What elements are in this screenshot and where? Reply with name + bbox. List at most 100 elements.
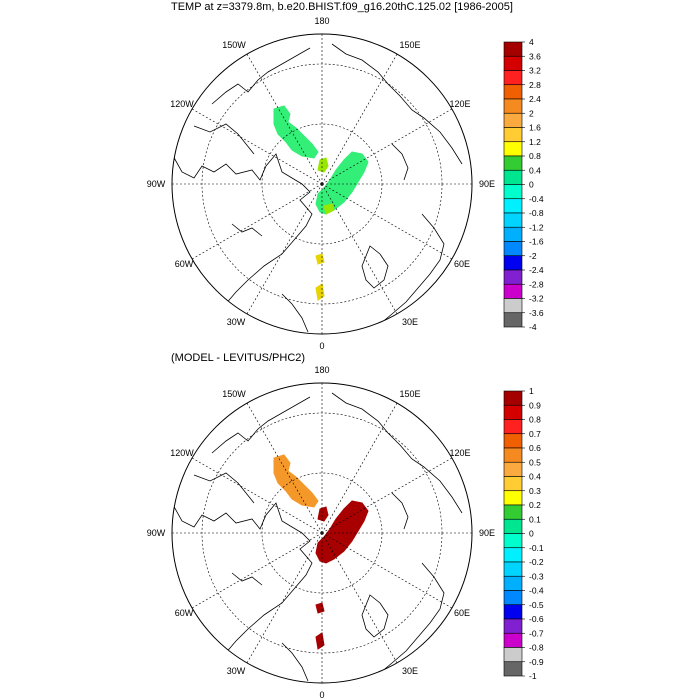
meridian-line xyxy=(321,457,453,534)
colorbar-swatch xyxy=(503,647,523,663)
coastline xyxy=(379,562,445,674)
meridian-line xyxy=(321,183,453,260)
colorbar-tick-label: 0.1 xyxy=(529,514,541,524)
coastline xyxy=(361,594,389,638)
longitude-label: 120W xyxy=(170,448,194,458)
polar-map-top: 180 150E 120E 90E 60E 30E 0 30W 60W 90W 120W 150W 4 3… xyxy=(147,16,544,350)
colorbar-tick-label: -0.2 xyxy=(529,557,544,567)
colorbar-swatch xyxy=(503,55,523,71)
colorbar-swatch xyxy=(503,533,523,549)
colorbar-swatch xyxy=(503,390,523,406)
longitude-label: 90E xyxy=(479,179,495,189)
colorbar-swatch xyxy=(503,84,523,100)
map-boundary xyxy=(171,33,473,335)
colorbar-swatch xyxy=(503,419,523,435)
coastline xyxy=(281,642,309,682)
coastline xyxy=(331,392,463,514)
colorbar-swatch xyxy=(503,70,523,86)
coastline xyxy=(281,293,309,333)
colorbar-tick-label: -0.6 xyxy=(529,614,544,624)
colorbar-swatch xyxy=(503,661,523,677)
blob-lomonosov-spot xyxy=(317,157,329,173)
colorbar-swatch xyxy=(503,504,523,520)
colorbar-swatch xyxy=(503,141,523,157)
latitude-circle xyxy=(261,472,383,594)
longitude-label: 30E xyxy=(402,317,418,327)
colorbar-swatch xyxy=(503,226,523,242)
colorbar-swatch xyxy=(503,561,523,577)
colorbar-swatch xyxy=(503,404,523,420)
colorbar-tick-label: 0.9 xyxy=(529,400,541,410)
coastline xyxy=(211,396,311,454)
longitude-label: 0 xyxy=(319,341,324,350)
coastline xyxy=(193,123,255,155)
colorbar-swatch xyxy=(503,155,523,171)
latitude-circle xyxy=(201,63,443,305)
panel-title-bottom: (MODEL - LEVITUS/PHC2) xyxy=(171,352,306,364)
colorbar-swatch xyxy=(503,255,523,271)
coastline xyxy=(193,472,255,504)
colorbar-tick-label: 0.2 xyxy=(529,500,541,510)
meridian-line xyxy=(321,532,453,609)
colorbar-tick-label: 3.2 xyxy=(529,66,541,76)
coastline xyxy=(211,47,311,105)
colorbar-tick-label: 2.4 xyxy=(529,94,541,104)
colorbar-swatch xyxy=(503,518,523,534)
colorbar-tick-label: 1 xyxy=(529,386,534,396)
colorbar-tick-label: -0.4 xyxy=(529,194,544,204)
longitude-label: 60E xyxy=(454,608,470,618)
meridian-line xyxy=(246,402,323,534)
coastline xyxy=(172,502,313,656)
meridian-line xyxy=(321,402,398,534)
blob-nordic-a xyxy=(315,253,325,265)
colorbar-swatch xyxy=(503,433,523,449)
longitude-label: 90W xyxy=(147,528,166,538)
coastline xyxy=(379,213,445,325)
colorbar-tick-label: -3.2 xyxy=(529,294,544,304)
meridian-line xyxy=(321,183,398,315)
colorbar-swatch xyxy=(503,298,523,314)
colorbar-swatch xyxy=(503,269,523,285)
longitude-label: 120W xyxy=(170,99,194,109)
coastline xyxy=(231,223,263,237)
colorbar-swatch xyxy=(503,590,523,606)
colorbar-swatch xyxy=(503,98,523,114)
colorbar-tick-label: 1.6 xyxy=(529,123,541,133)
blob-canada-basin xyxy=(273,105,319,159)
colorbar-swatch xyxy=(503,184,523,200)
colorbar-tick-label: -2.8 xyxy=(529,279,544,289)
polar-map-bottom: 180 150E 120E 90E 60E 30E 0 30W 60W 90W 120W 150W 1 0… xyxy=(147,365,544,700)
longitude-label: 150E xyxy=(399,389,420,399)
colorbar-tick-label: 0.4 xyxy=(529,165,541,175)
colorbar-swatch xyxy=(503,169,523,185)
map-boundary xyxy=(171,382,473,684)
colorbar-tick-label: -2.4 xyxy=(529,265,544,275)
colorbar-tick-label: -0.3 xyxy=(529,571,544,581)
colorbar-tick-label: 0.5 xyxy=(529,457,541,467)
longitude-label: 150W xyxy=(222,40,246,50)
meridian-line xyxy=(321,532,398,664)
colorbar-swatch xyxy=(503,618,523,634)
longitude-label: 150W xyxy=(222,389,246,399)
meridian-line xyxy=(321,108,453,185)
colorbar-swatch xyxy=(503,604,523,620)
colorbar-tick-label: -3.6 xyxy=(529,308,544,318)
meridian-line xyxy=(321,53,398,185)
longitude-label: 30W xyxy=(227,666,246,676)
colorbar-tick-label: -2 xyxy=(529,251,537,261)
blob-nordic-b xyxy=(315,283,325,301)
colorbar-tick-label: -0.7 xyxy=(529,628,544,638)
blob-fram-spot xyxy=(323,203,335,215)
meridian-line xyxy=(191,108,323,185)
colorbar-tick-label: -0.1 xyxy=(529,543,544,553)
coastline xyxy=(391,492,409,530)
longitude-label: 90W xyxy=(147,179,166,189)
longitude-label: 30W xyxy=(227,317,246,327)
longitude-label: 30E xyxy=(402,666,418,676)
blob-nordic-b xyxy=(315,632,325,650)
colorbar-tick-label: -0.4 xyxy=(529,586,544,596)
meridian-line xyxy=(191,457,323,534)
colorbar-swatch xyxy=(503,490,523,506)
blob-nordic-a xyxy=(315,602,325,614)
meridian-line xyxy=(191,532,323,609)
